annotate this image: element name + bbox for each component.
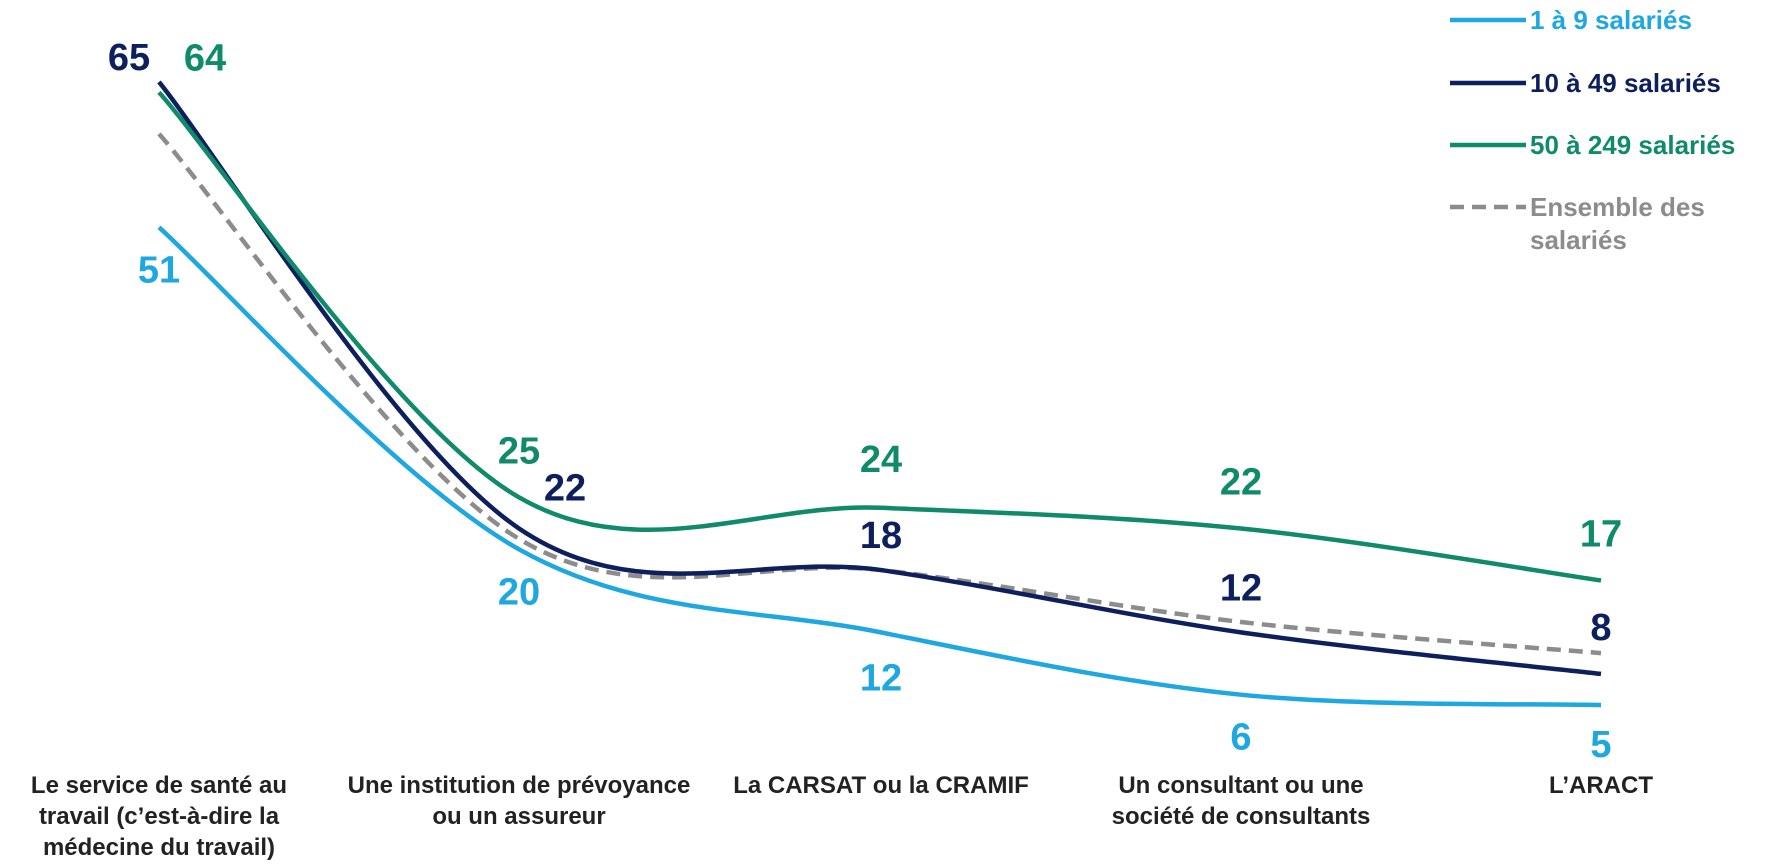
x-tick-label: L’ARACT <box>1549 772 1653 799</box>
data-label: 5 <box>1590 724 1611 766</box>
legend-label: Ensemble des salariés <box>1530 192 1705 255</box>
data-label: 64 <box>184 37 226 79</box>
data-label: 22 <box>1220 462 1262 504</box>
data-label: 20 <box>498 571 540 613</box>
data-label: 8 <box>1590 607 1611 649</box>
series-line <box>157 132 1602 656</box>
data-label: 12 <box>1220 567 1262 609</box>
legend-label: 50 à 249 salariés <box>1530 130 1736 160</box>
data-label: 65 <box>108 37 150 79</box>
legend-label: 1 à 9 salariés <box>1530 5 1692 35</box>
x-tick-label: Une institution de prévoyance ou un assu… <box>347 772 691 831</box>
data-label: 18 <box>860 515 902 557</box>
data-label: 12 <box>860 657 902 699</box>
data-label: 51 <box>138 249 180 291</box>
x-tick-label: Le service de santé au travail (c’est-à-… <box>30 772 288 862</box>
data-label: 6 <box>1230 717 1251 759</box>
data-label: 22 <box>544 468 586 510</box>
series-line <box>157 225 1602 708</box>
x-tick-label: La CARSAT ou la CRAMIF <box>733 772 1029 799</box>
data-label: 24 <box>860 439 902 481</box>
data-label: 25 <box>498 430 540 472</box>
legend-label: 10 à 49 salariés <box>1530 68 1721 98</box>
data-label: 17 <box>1580 513 1622 555</box>
series-line <box>157 80 1602 677</box>
x-tick-label: Un consultant ou une société de consulta… <box>1111 772 1371 831</box>
series-line <box>157 90 1602 583</box>
